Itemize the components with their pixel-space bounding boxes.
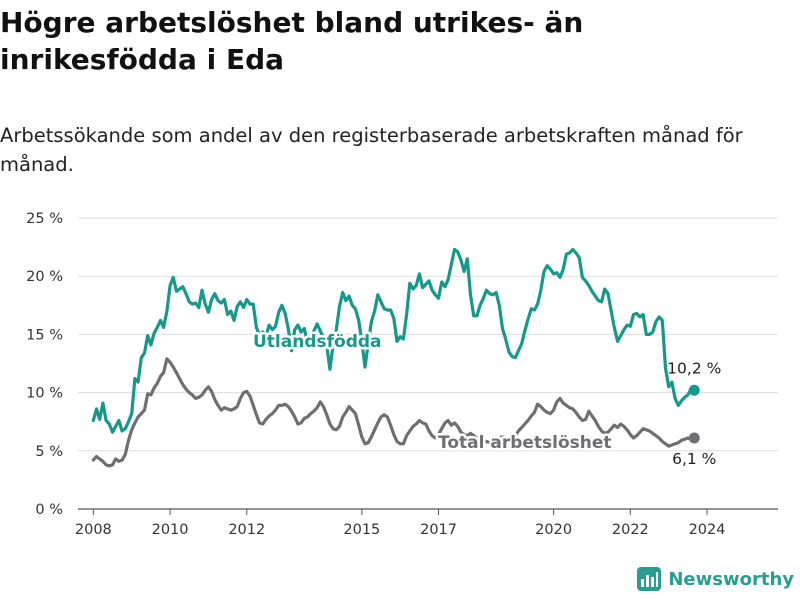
x-tick-label: 2022 bbox=[612, 522, 649, 538]
y-tick-label: 25 % bbox=[26, 211, 63, 227]
x-tick-label: 2010 bbox=[152, 522, 189, 538]
newsworthy-logo-icon bbox=[637, 567, 662, 591]
x-tick-label: 2015 bbox=[343, 522, 380, 538]
chart-subtitle: Arbetssökande som andel av den registerb… bbox=[0, 124, 743, 176]
series-lines bbox=[91, 247, 700, 468]
brand-name: Newsworthy bbox=[668, 568, 794, 590]
x-tick-label: 2012 bbox=[228, 522, 265, 538]
series-line-total bbox=[91, 357, 696, 468]
x-axis: 2008 2010 2012 2015 2017 2020 2022 2024 bbox=[75, 509, 726, 538]
y-tick-label: 0 % bbox=[35, 502, 63, 518]
endpoint-marker-total bbox=[688, 432, 700, 444]
end-value-label-foreign-born: 10,2 % bbox=[667, 359, 721, 377]
series-labels: 10,2 % 6,1 % Utlandsfödda Total arbetslöshe… bbox=[251, 330, 722, 468]
y-axis: 0 % 5 % 10 % 15 % 20 % 25 % bbox=[26, 211, 63, 518]
x-tick-label: 2017 bbox=[420, 522, 457, 538]
x-tick-label: 2024 bbox=[689, 522, 726, 538]
gridlines bbox=[78, 217, 778, 510]
y-tick-label: 20 % bbox=[26, 269, 63, 285]
x-tick-label: 2020 bbox=[535, 522, 572, 538]
series-line-foreign-born bbox=[91, 247, 696, 434]
endpoint-marker-foreign-born bbox=[688, 384, 700, 396]
y-tick-label: 5 % bbox=[35, 444, 63, 460]
y-tick-label: 10 % bbox=[26, 386, 63, 402]
series-label-foreign-born: Utlandsfödda bbox=[253, 332, 382, 352]
chart-title: Högre arbetslöshet bland utrikes- än inr… bbox=[0, 6, 584, 76]
series-label-total: Total arbetslöshet bbox=[438, 433, 612, 453]
y-tick-label: 15 % bbox=[26, 327, 63, 343]
brand-logo: Newsworthy bbox=[636, 566, 794, 592]
x-tick-label: 2008 bbox=[75, 522, 112, 538]
end-value-label-total: 6,1 % bbox=[672, 450, 716, 468]
